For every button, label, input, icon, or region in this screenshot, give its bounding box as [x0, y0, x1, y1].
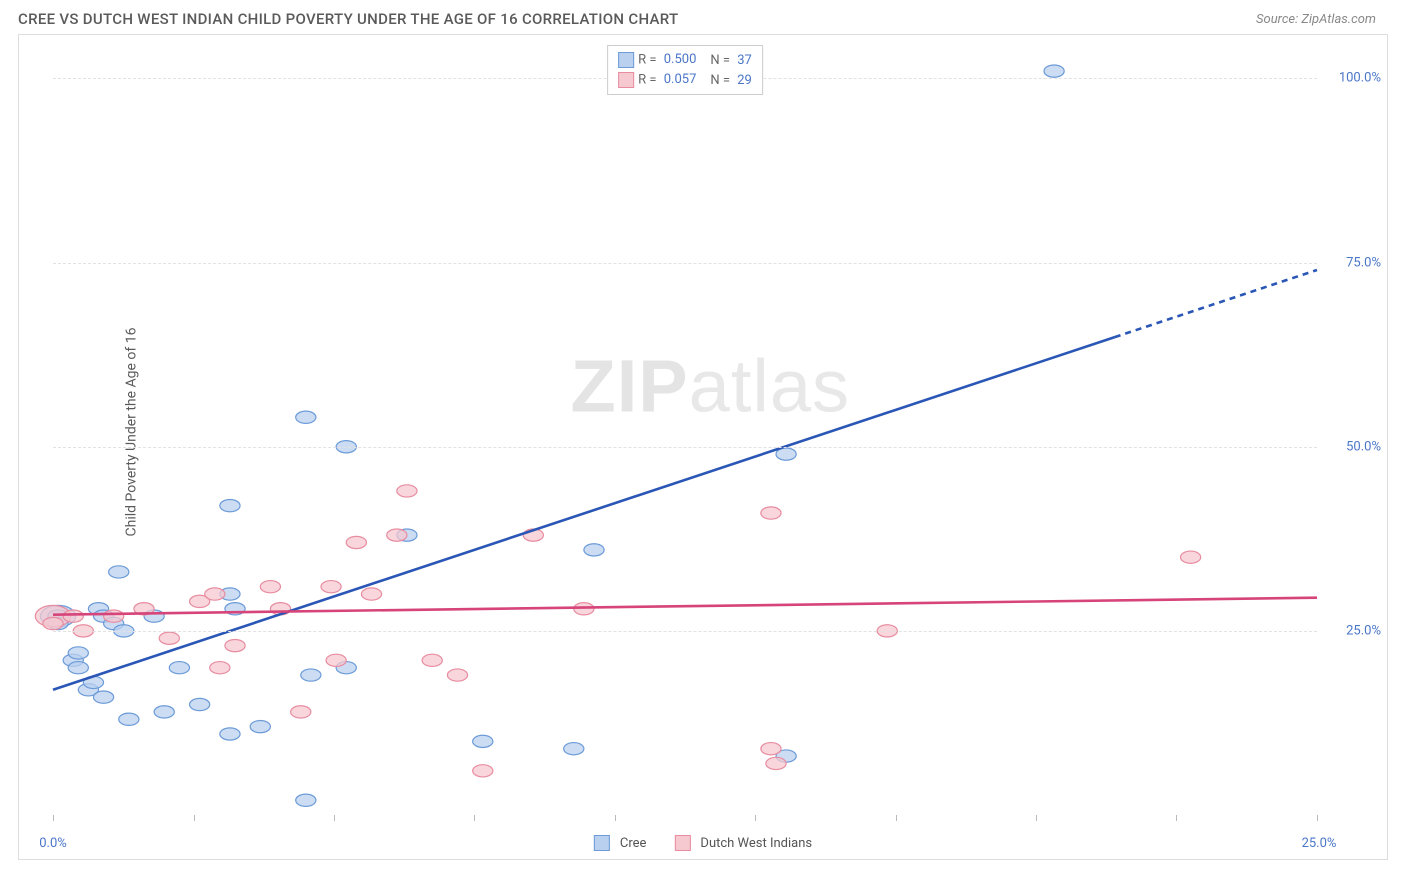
legend-swatch	[618, 72, 634, 88]
x-tick-label-max: 25.0%	[1302, 836, 1337, 851]
x-tick	[896, 815, 897, 821]
chart-container: Child Poverty Under the Age of 16 ZIPatl…	[18, 34, 1388, 860]
data-point	[154, 706, 174, 718]
gridline	[53, 263, 1317, 264]
legend-stats: R = 0.500 N = 37 R = 0.057 N = 29	[607, 45, 763, 95]
legend-series-item: Cree	[594, 835, 647, 851]
stat-r-value: 0.057	[664, 72, 697, 87]
x-tick	[334, 815, 335, 821]
chart-source: Source: ZipAtlas.com	[1256, 12, 1376, 27]
data-point	[1044, 65, 1064, 77]
data-point	[205, 588, 225, 600]
y-tick-label: 50.0%	[1346, 439, 1381, 454]
data-point	[225, 639, 245, 651]
data-point	[63, 610, 83, 622]
data-point	[564, 743, 584, 755]
data-point	[43, 617, 63, 629]
y-tick-label: 100.0%	[1339, 71, 1381, 86]
x-tick	[615, 815, 616, 821]
x-tick	[1317, 815, 1318, 821]
data-point	[1180, 551, 1200, 563]
legend-swatch	[674, 835, 690, 851]
data-point	[296, 411, 316, 423]
plot-area: Child Poverty Under the Age of 16 ZIPatl…	[53, 49, 1317, 815]
gridline	[53, 447, 1317, 448]
legend-stats-row: R = 0.500 N = 37	[618, 50, 752, 70]
data-point	[761, 507, 781, 519]
data-point	[301, 669, 321, 681]
data-point	[68, 662, 88, 674]
y-tick-label: 75.0%	[1346, 255, 1381, 270]
chart-title: CREE VS DUTCH WEST INDIAN CHILD POVERTY …	[18, 10, 678, 28]
data-point	[104, 610, 124, 622]
chart-header: CREE VS DUTCH WEST INDIAN CHILD POVERTY …	[0, 0, 1406, 34]
data-point	[584, 544, 604, 556]
data-point	[766, 757, 786, 769]
legend-swatch	[618, 52, 634, 68]
data-point	[473, 735, 493, 747]
stat-n-label: N =	[710, 53, 733, 68]
data-point	[119, 713, 139, 725]
data-point	[210, 662, 230, 674]
x-tick	[1036, 815, 1037, 821]
data-point	[109, 566, 129, 578]
data-point	[220, 728, 240, 740]
legend-series: Cree Dutch West Indians	[594, 835, 812, 851]
gridline	[53, 631, 1317, 632]
data-point	[260, 581, 280, 593]
data-point	[93, 691, 113, 703]
legend-swatch	[594, 835, 610, 851]
stat-r-value: 0.500	[664, 52, 697, 67]
stat-n-value: 29	[737, 73, 752, 88]
legend-series-item: Dutch West Indians	[674, 835, 812, 851]
x-tick	[53, 815, 54, 821]
data-point	[761, 743, 781, 755]
x-tick	[194, 815, 195, 821]
data-point	[220, 500, 240, 512]
data-point	[473, 765, 493, 777]
data-point	[169, 662, 189, 674]
trend-line-dashed	[1115, 270, 1317, 337]
data-point	[387, 529, 407, 541]
legend-stats-row: R = 0.057 N = 29	[618, 70, 752, 90]
data-point	[397, 485, 417, 497]
stat-r-label: R =	[638, 72, 660, 87]
trend-line	[53, 337, 1115, 690]
data-point	[326, 654, 346, 666]
legend-series-label: Dutch West Indians	[700, 836, 812, 851]
x-tick	[755, 815, 756, 821]
scatter-plot-svg	[53, 49, 1317, 815]
stat-r-label: R =	[638, 52, 660, 67]
x-tick	[474, 815, 475, 821]
data-point	[296, 794, 316, 806]
y-tick-label: 25.0%	[1346, 623, 1381, 638]
data-point	[346, 536, 366, 548]
legend-series-label: Cree	[620, 836, 647, 851]
data-point	[250, 720, 270, 732]
data-point	[159, 632, 179, 644]
data-point	[422, 654, 442, 666]
x-tick	[1176, 815, 1177, 821]
data-point	[321, 581, 341, 593]
stat-n-value: 37	[737, 53, 752, 68]
data-point	[190, 698, 210, 710]
data-point	[291, 706, 311, 718]
stat-n-label: N =	[710, 73, 733, 88]
data-point	[361, 588, 381, 600]
x-tick-label-min: 0.0%	[39, 836, 67, 851]
data-point	[68, 647, 88, 659]
data-point	[447, 669, 467, 681]
